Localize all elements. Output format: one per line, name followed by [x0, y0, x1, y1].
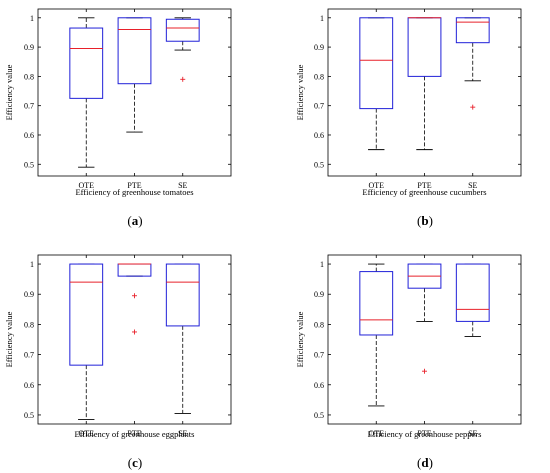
panel-caption-paren: ( [417, 455, 421, 470]
y-tick-label: 0.8 [314, 320, 324, 329]
x-category-label: PTE [417, 429, 431, 438]
x-category-label: SE [468, 181, 477, 190]
panel-caption: (a) [127, 213, 142, 228]
panel-caption-paren: ( [128, 455, 132, 470]
y-tick-label: 0.6 [24, 131, 34, 140]
y-tick-label: 0.9 [314, 43, 324, 52]
x-category-label: OTE [78, 181, 94, 190]
plot-frame [327, 8, 522, 177]
box-se [455, 17, 490, 110]
x-category-label: OTE [78, 429, 94, 438]
box-pte [407, 17, 442, 151]
x-axis-label: Efficiency of greenhouse peppers [368, 429, 482, 439]
y-tick-label: 0.9 [314, 290, 324, 299]
panel-caption-paren: ( [417, 213, 421, 228]
x-category-label: OTE [368, 181, 384, 190]
y-tick-label: 0.6 [314, 381, 324, 390]
x-axis-label: Efficiency of greenhouse tomatoes [75, 187, 193, 197]
iqr-box [117, 17, 152, 85]
iqr-box [69, 263, 104, 366]
y-axis-label: Efficiency value [4, 311, 14, 367]
outlier-marker [132, 293, 137, 299]
x-category-label: PTE [417, 181, 431, 190]
iqr-box [359, 17, 394, 110]
iqr-box [359, 271, 394, 336]
y-tick-label: 0.6 [314, 131, 324, 140]
panel-caption: (c) [128, 455, 142, 470]
y-axis-label: Efficiency value [295, 64, 305, 120]
panel-caption-paren: ( [127, 213, 131, 228]
iqr-box [165, 18, 200, 42]
iqr-box [117, 263, 152, 277]
box-ote [69, 263, 104, 420]
iqr-box [455, 17, 490, 44]
outlier-marker [470, 104, 476, 110]
x-category-label: SE [178, 429, 187, 438]
panel-caption-letter: d [421, 455, 429, 470]
panel-caption-letter: a [132, 213, 139, 228]
x-category-label: SE [178, 181, 187, 190]
iqr-box [165, 263, 200, 327]
y-tick-label: 1 [320, 14, 324, 23]
y-tick-label: 0.5 [24, 411, 34, 420]
outlier-marker [132, 329, 137, 335]
y-tick-label: 0.9 [24, 290, 34, 299]
box-ote [359, 263, 394, 407]
x-category-label: OTE [368, 429, 384, 438]
y-axis-label: Efficiency value [4, 64, 14, 120]
panel-caption-letter: b [421, 213, 428, 228]
y-tick-label: 0.8 [314, 72, 324, 81]
x-category-label: SE [468, 429, 477, 438]
iqr-box [455, 263, 490, 322]
y-tick-label: 1 [320, 260, 324, 269]
outlier-marker [422, 368, 427, 374]
y-tick-label: 0.9 [24, 43, 34, 52]
y-tick-label: 1 [30, 14, 34, 23]
x-axis-label: Efficiency of greenhouse cucumbers [362, 187, 486, 197]
y-tick-label: 0.8 [24, 320, 34, 329]
y-tick-label: 1 [30, 260, 34, 269]
panel-caption-paren: ) [138, 455, 142, 470]
y-tick-label: 0.5 [314, 411, 324, 420]
box-pte [407, 263, 442, 374]
y-axis-label: Efficiency value [295, 311, 305, 367]
panel-caption-paren: ) [429, 455, 433, 470]
x-category-label: PTE [127, 429, 141, 438]
plot-frame [327, 254, 522, 425]
box-se [455, 263, 490, 337]
box-se [165, 17, 200, 82]
box-ote [359, 17, 394, 151]
iqr-box [69, 27, 104, 99]
panel-caption: (d) [417, 455, 433, 470]
y-tick-label: 0.5 [24, 160, 34, 169]
y-tick-label: 0.5 [314, 160, 324, 169]
x-category-label: PTE [127, 181, 141, 190]
panel-caption-paren: ) [429, 213, 433, 228]
box-pte [117, 263, 152, 335]
y-tick-label: 0.7 [24, 102, 34, 111]
box-ote [69, 17, 104, 168]
plot-frame [37, 254, 232, 425]
y-tick-label: 0.6 [24, 381, 34, 390]
outlier-marker [180, 76, 186, 82]
y-tick-label: 0.8 [24, 72, 34, 81]
box-pte [117, 17, 152, 133]
box-se [165, 263, 200, 414]
y-tick-label: 0.7 [24, 351, 34, 360]
y-tick-label: 0.7 [314, 351, 324, 360]
panel-caption-letter: c [132, 455, 138, 470]
panel-caption-paren: ) [138, 213, 142, 228]
iqr-box [407, 17, 442, 77]
x-axis-label: Efficiency of greenhouse eggplants [75, 429, 195, 439]
panel-caption: (b) [417, 213, 433, 228]
y-tick-label: 0.7 [314, 102, 324, 111]
